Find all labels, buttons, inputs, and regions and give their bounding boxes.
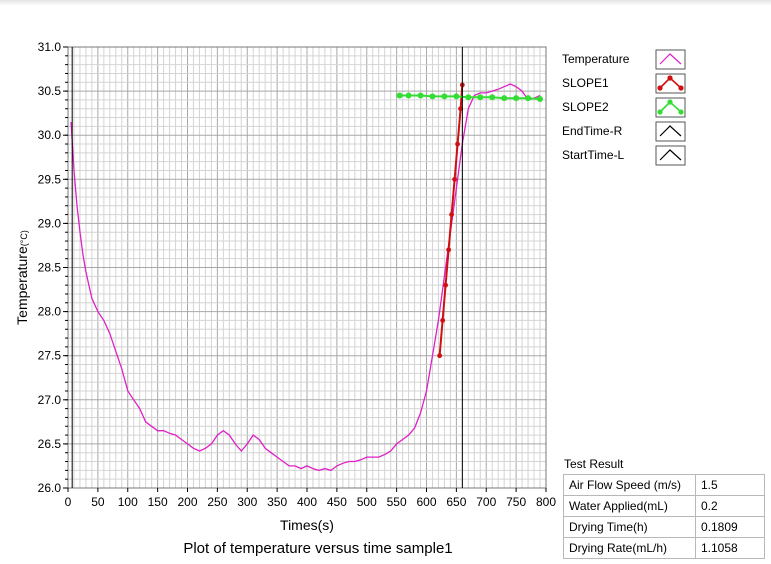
y-tick-label: 29.5: [38, 172, 62, 186]
test-result-heading: Test Result: [564, 457, 624, 471]
x-tick-label: 200: [177, 495, 197, 509]
result-label: Drying Time(h): [563, 516, 696, 538]
point-slope2: [417, 92, 424, 99]
y-tick-label: 26.5: [38, 437, 62, 451]
point-slope2: [441, 93, 448, 100]
test-result-table: Air Flow Speed (m/s) 1.5 Water Applied(mL)…: [563, 474, 765, 559]
chart-axes: 0 50 100 150 200 250 300 350 400 450 500 550 600 650 7…: [38, 40, 557, 509]
point-slope2: [513, 95, 520, 102]
point-slope2: [489, 94, 496, 101]
point-slope2: [537, 96, 544, 103]
x-tick-label: 0: [65, 495, 72, 509]
result-label: Air Flow Speed (m/s): [563, 474, 696, 496]
result-value: 1.5: [695, 474, 765, 496]
legend-swatch-temperature: [655, 49, 686, 70]
x-tick-label: 550: [387, 495, 407, 509]
y-axis-unit: (°C): [19, 230, 29, 246]
x-tick-label: 650: [446, 495, 466, 509]
legend-label-temperature: Temperature: [562, 52, 630, 66]
point-slope2: [429, 93, 436, 100]
result-row: Drying Time(h) 0.1809: [563, 516, 765, 538]
point-slope1: [443, 282, 449, 288]
point-slope1: [437, 353, 443, 359]
point-slope1: [458, 106, 463, 112]
legend-line-starttime-l: [659, 149, 682, 161]
y-tick-label: 30.0: [38, 128, 62, 142]
y-tick-label: 31.0: [38, 40, 62, 54]
x-tick-label: 750: [506, 495, 526, 509]
point-slope2: [396, 92, 403, 99]
x-tick-label: 100: [118, 495, 138, 509]
legend-swatch-slope2: [655, 97, 686, 118]
result-row: Water Applied(mL) 0.2: [563, 495, 765, 517]
y-tick-label: 28.0: [38, 305, 62, 319]
legend-label-slope1: SLOPE1: [562, 76, 609, 90]
legend-label-starttime-l: StartTime-L: [562, 148, 625, 162]
point-slope1: [446, 247, 452, 253]
y-axis-label: Temperature(°C): [14, 230, 30, 325]
x-tick-label: 700: [476, 495, 496, 509]
y-tick-label: 26.0: [38, 481, 62, 495]
result-value: 0.1809: [695, 516, 765, 538]
chart-series: [70, 47, 544, 488]
x-tick-label: 150: [148, 495, 168, 509]
x-tick-label: 600: [416, 495, 436, 509]
chart-grid: [67, 46, 547, 489]
legend-label-endtime-r: EndTime-R: [562, 124, 623, 138]
legend-marker-slope2: [657, 109, 663, 115]
y-tick-label: 29.0: [38, 216, 62, 230]
point-slope2: [477, 94, 484, 101]
window-top-edge: [0, 0, 771, 6]
legend-marker-slope1: [678, 85, 684, 91]
legend-marker-slope1: [657, 85, 663, 91]
result-row: Air Flow Speed (m/s) 1.5: [563, 474, 765, 496]
legend-marker-slope2: [667, 99, 673, 105]
point-slope2: [501, 95, 508, 102]
legend-marker-slope2: [678, 109, 684, 115]
result-label: Water Applied(mL): [563, 495, 696, 517]
x-tick-label: 50: [91, 495, 105, 509]
x-tick-label: 350: [267, 495, 287, 509]
point-slope1: [449, 212, 454, 217]
result-label: Drying Rate(mL/h): [563, 537, 696, 559]
y-tick-label: 27.0: [38, 393, 62, 407]
legend-swatch-starttime-l: [655, 145, 686, 166]
chart-legend: Temperature SLOPE1 SLOPE2 EndTime-R StartTim…: [562, 49, 686, 166]
y-tick-label: 27.5: [38, 349, 62, 363]
x-axis-label: Times(s): [280, 517, 334, 533]
legend-marker-slope1: [667, 75, 673, 81]
result-value: 1.1058: [695, 537, 765, 559]
point-slope2: [465, 94, 472, 101]
x-tick-label: 400: [297, 495, 317, 509]
point-slope1: [452, 176, 457, 182]
point-slope2: [453, 93, 460, 100]
point-slope1: [455, 141, 460, 147]
result-value: 0.2: [695, 495, 765, 517]
point-slope1: [440, 318, 446, 323]
y-tick-label: 28.5: [38, 261, 62, 275]
legend-swatch-endtime-r: [655, 121, 686, 142]
x-tick-label: 450: [327, 495, 347, 509]
point-slope2: [525, 95, 532, 102]
series-line-temperature: [70, 83, 541, 472]
y-tick-label: 30.5: [38, 84, 62, 98]
point-slope2: [405, 92, 412, 99]
x-tick-label: 300: [237, 495, 257, 509]
legend-line-endtime-r: [659, 125, 682, 137]
y-axis-label-text: Temperature: [14, 246, 30, 325]
x-tick-label: 500: [357, 495, 377, 509]
legend-label-slope2: SLOPE2: [562, 100, 609, 114]
chart-title: Plot of temperature versus time sample1: [183, 540, 452, 557]
result-row: Drying Rate(mL/h) 1.1058: [563, 537, 765, 559]
legend-swatch-slope1: [655, 73, 686, 94]
x-tick-label: 250: [207, 495, 227, 509]
x-tick-label: 800: [536, 495, 556, 509]
legend-line-temperature: [659, 53, 682, 65]
